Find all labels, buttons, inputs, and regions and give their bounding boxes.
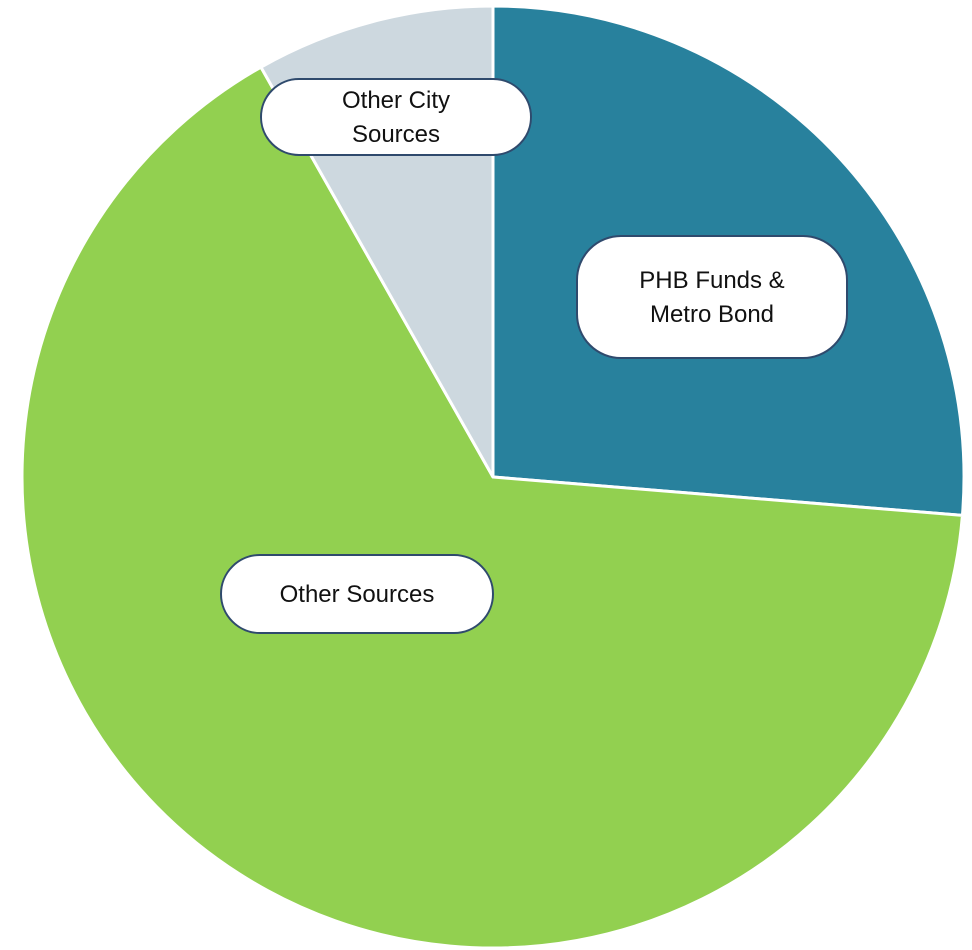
data-label-text: Metro Bond <box>650 301 774 328</box>
data-label-phb-funds-metro-bond: PHB Funds & Metro Bond <box>576 235 848 359</box>
data-label-text: Sources <box>352 121 440 148</box>
data-label-box <box>576 235 848 359</box>
data-label-text: PHB Funds & <box>639 267 784 294</box>
data-label-other-sources: Other Sources <box>220 554 494 634</box>
data-label-text: Other City <box>342 87 450 114</box>
pie-labels: PHB Funds & Metro Bond Other Sources Other … <box>220 78 848 634</box>
pie-slice-other-sources <box>20 65 964 950</box>
data-label-other-city-sources: Other City Sources <box>260 78 532 156</box>
data-label-box <box>220 554 494 634</box>
data-label-box <box>260 78 532 156</box>
data-label-text: Other Sources <box>280 581 435 608</box>
